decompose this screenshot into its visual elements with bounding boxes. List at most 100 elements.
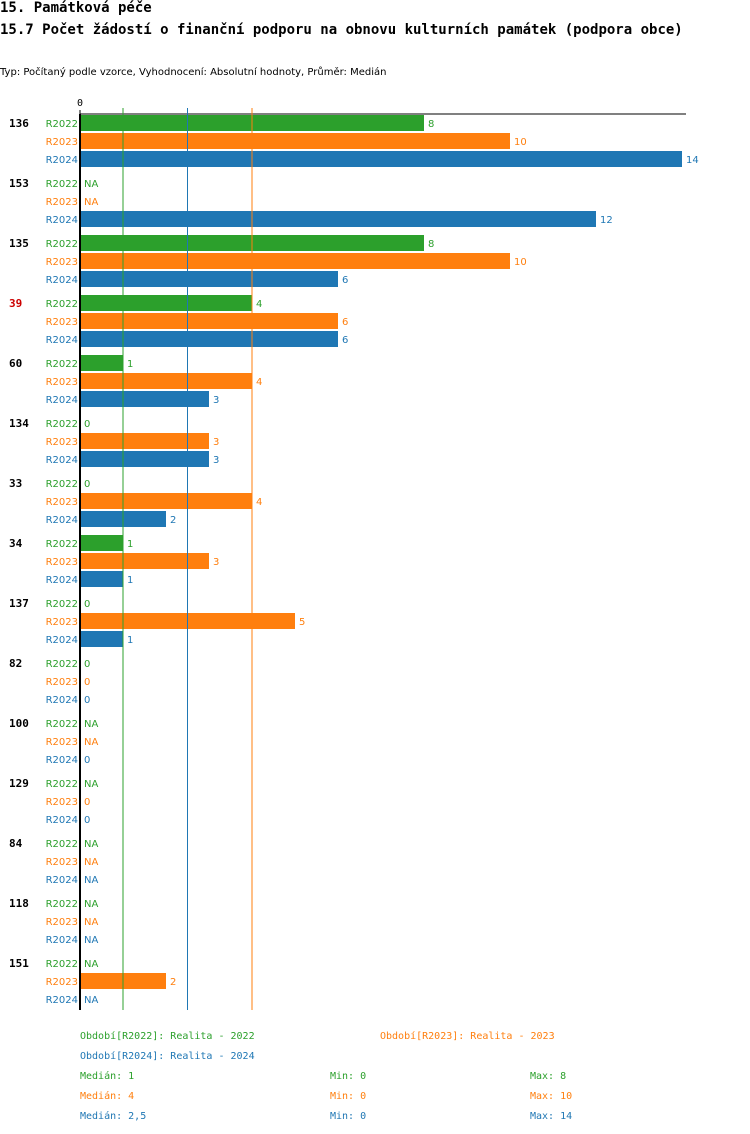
series-label: R2022	[46, 239, 78, 250]
bar-r2024	[80, 211, 596, 227]
na-label: NA	[84, 899, 98, 910]
legend-median-r2024: Medián: 2,5	[80, 1111, 147, 1122]
data-label: 12	[600, 215, 613, 226]
series-label: R2022	[46, 479, 78, 490]
data-label: 8	[428, 239, 434, 250]
legend-min-r2022: Min: 0	[330, 1071, 367, 1082]
group-label: 129	[9, 777, 29, 790]
bar-r2024	[80, 331, 338, 347]
na-label: NA	[84, 179, 98, 190]
series-label: R2023	[46, 677, 78, 688]
data-label: 0	[84, 677, 90, 688]
group-label: 118	[9, 897, 29, 910]
data-label: 6	[342, 275, 348, 286]
series-label: R2022	[46, 839, 78, 850]
group-label: 151	[9, 957, 29, 970]
legend-median-r2022: Medián: 1	[80, 1071, 135, 1082]
na-label: NA	[84, 917, 98, 928]
series-label: R2022	[46, 779, 78, 790]
group-label: 39	[9, 297, 22, 310]
series-label: R2022	[46, 419, 78, 430]
series-label: R2024	[46, 635, 78, 646]
legend-period-r2022: Období[R2022]: Realita - 2022	[80, 1031, 255, 1042]
data-label: 0	[84, 419, 90, 430]
series-label: R2023	[46, 617, 78, 628]
group-label: 153	[9, 177, 29, 190]
page-title: 15. Památková péče	[0, 0, 152, 16]
bar-r2023	[80, 433, 209, 449]
na-label: NA	[84, 857, 98, 868]
na-label: NA	[84, 995, 98, 1006]
data-label: 0	[84, 815, 90, 826]
legend-max-r2023: Max: 10	[530, 1091, 573, 1102]
legend-period-r2024: Období[R2024]: Realita - 2024	[80, 1051, 255, 1062]
data-label: 0	[84, 695, 90, 706]
data-label: 4	[256, 377, 262, 388]
series-label: R2022	[46, 659, 78, 670]
group-label: 60	[9, 357, 22, 370]
series-label: R2023	[46, 557, 78, 568]
group-label: 84	[9, 837, 23, 850]
data-label: 0	[84, 659, 90, 670]
series-label: R2023	[46, 917, 78, 928]
data-label: 0	[84, 599, 90, 610]
data-label: 3	[213, 455, 219, 466]
legend-max-r2024: Max: 14	[530, 1111, 573, 1122]
bar-r2022	[80, 535, 123, 551]
na-label: NA	[84, 935, 98, 946]
na-label: NA	[84, 839, 98, 850]
series-label: R2023	[46, 797, 78, 808]
data-label: 4	[256, 299, 262, 310]
data-label: 6	[342, 317, 348, 328]
data-label: 0	[84, 479, 90, 490]
series-label: R2024	[46, 155, 78, 166]
series-label: R2022	[46, 179, 78, 190]
series-label: R2022	[46, 959, 78, 970]
series-label: R2024	[46, 455, 78, 466]
series-label: R2023	[46, 377, 78, 388]
group-label: 135	[9, 237, 29, 250]
series-label: R2022	[46, 299, 78, 310]
na-label: NA	[84, 737, 98, 748]
series-label: R2022	[46, 899, 78, 910]
legend-min-r2023: Min: 0	[330, 1091, 367, 1102]
series-label: R2022	[46, 599, 78, 610]
series-label: R2024	[46, 695, 78, 706]
data-label: 6	[342, 335, 348, 346]
data-label: 3	[213, 395, 219, 406]
legend-max-r2022: Max: 8	[530, 1071, 567, 1082]
data-label: 3	[213, 437, 219, 448]
group-label: 82	[9, 657, 22, 670]
chart-title: 15.7 Počet žádostí o finanční podporu na…	[0, 22, 683, 38]
data-label: 5	[299, 617, 305, 628]
series-label: R2024	[46, 395, 78, 406]
series-label: R2023	[46, 437, 78, 448]
bar-r2023	[80, 133, 510, 149]
data-label: 1	[127, 635, 133, 646]
data-label: 8	[428, 119, 434, 130]
series-label: R2023	[46, 497, 78, 508]
bar-r2022	[80, 355, 123, 371]
series-label: R2024	[46, 755, 78, 766]
series-label: R2024	[46, 875, 78, 886]
chart-meta: Typ: Počítaný podle vzorce, Vyhodnocení:…	[0, 67, 387, 78]
legend-period-r2023: Období[R2023]: Realita - 2023	[380, 1031, 555, 1042]
data-label: 1	[127, 359, 133, 370]
bar-r2024	[80, 151, 682, 167]
data-label: 10	[514, 257, 527, 268]
series-label: R2022	[46, 539, 78, 550]
bar-r2024	[80, 391, 209, 407]
data-label: 10	[514, 137, 527, 148]
na-label: NA	[84, 959, 98, 970]
group-label: 134	[9, 417, 29, 430]
bar-r2023	[80, 253, 510, 269]
series-label: R2023	[46, 977, 78, 988]
series-label: R2023	[46, 197, 78, 208]
series-label: R2024	[46, 215, 78, 226]
bar-r2024	[80, 571, 123, 587]
series-label: R2023	[46, 857, 78, 868]
data-label: 4	[256, 497, 262, 508]
data-label: 0	[84, 797, 90, 808]
bar-r2024	[80, 271, 338, 287]
data-label: 3	[213, 557, 219, 568]
